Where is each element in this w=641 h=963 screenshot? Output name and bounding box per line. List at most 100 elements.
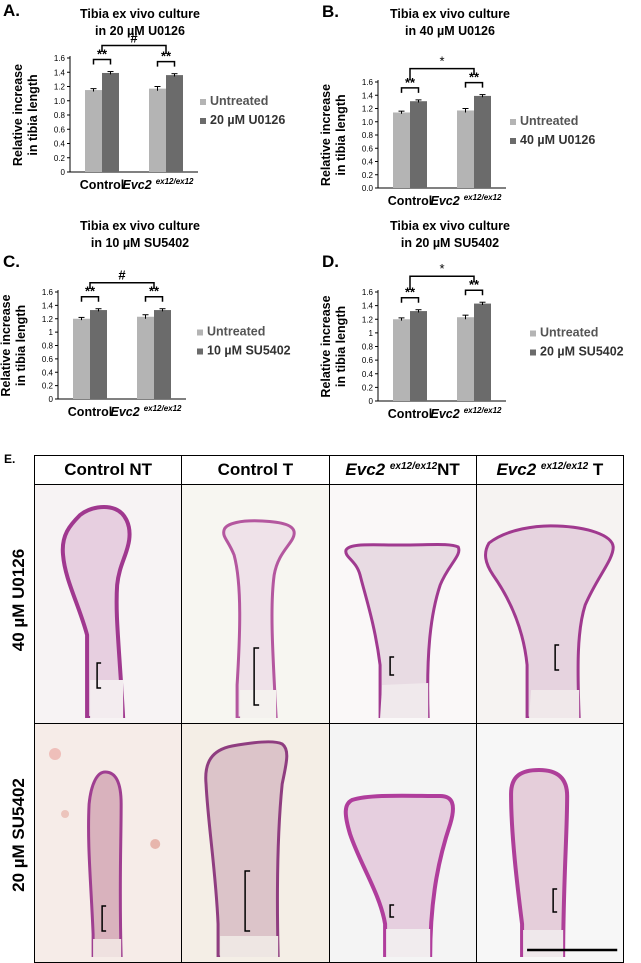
y-tick-label: 1.6 [54,54,66,63]
bar [457,317,474,401]
between-group-bracket [89,281,155,289]
y-tick-label: 0 [61,168,66,177]
histology-grid: 40 µM U0126 20 µM SU5402 Control NT Cont… [4,455,625,963]
panel-letter: D. [322,252,339,271]
bar [149,88,166,172]
chart-b: B. Tibia ex vivo culture in 40 µM U0126 Rel… [319,2,595,208]
bar [166,75,183,172]
panel-c: C. Tibia ex vivo culture in 10 µM SU5402 Re… [0,212,320,442]
bar [154,310,171,399]
between-group-label: # [118,268,126,283]
y-label-line-2: in tibia length [26,74,40,155]
bar [393,112,410,188]
y-tick-label: 1 [369,329,374,338]
micrograph-su5402-evc2-nt [328,723,477,963]
bar [474,95,491,188]
significance-bracket [80,295,100,302]
significance-label: ** [97,47,108,62]
chart-d: D. Tibia ex vivo culture in 20 µM SU5402 Re… [319,219,624,421]
significance-bracket [156,60,176,67]
micrograph-su5402-control-t [181,723,330,963]
chart-subtitle: in 20 µM SU5402 [401,236,499,250]
panel-e-letter: E. [4,452,16,466]
category-label: Control [388,194,432,208]
y-tick-label: 1.4 [42,301,54,310]
between-group-bracket [409,67,475,80]
y-tick-label: 1.4 [54,68,66,77]
legend-label: 20 µM U0126 [210,113,285,127]
bar [73,318,90,399]
chart-title: Tibia ex vivo culture [80,219,200,233]
bar [137,316,154,399]
y-tick-label: 0.0 [362,184,374,193]
y-tick-label: 1.6 [42,288,54,297]
y-axis-label: Relative increase in tibia length [319,295,348,397]
y-label-line-1: Relative increase [320,295,333,397]
y-label-line-1: Relative increase [0,294,13,396]
y-tick-label: 1.2 [362,105,374,114]
between-group-label: * [439,261,444,276]
y-tick-label: 0.6 [362,144,374,153]
micrograph-su5402-control-nt [33,723,183,963]
legend-label: 40 µM U0126 [520,133,595,147]
category-label: Control [80,178,124,192]
chart-title: Tibia ex vivo culture [390,219,510,233]
legend-label: Untreated [520,114,578,128]
y-tick-label: 0 [369,397,374,406]
row-label-1-text: 40 µM U0126 [9,548,28,652]
y-axis-label: Relative increase in tibia length [0,294,28,396]
significance-label: ** [469,277,480,292]
row-label-1: 40 µM U0126 [4,483,34,717]
y-axis-label: Relative increase in tibia length [11,64,40,166]
panel-b: B. Tibia ex vivo culture in 40 µM U0126 Rel… [319,0,641,222]
between-group-label: # [130,31,138,46]
significance-bracket [464,289,484,296]
chart-a: A. Tibia ex vivo culture in 20 µM U0126 Rel… [3,1,285,192]
significance-label: ** [469,70,480,85]
y-label-line-2: in tibia length [334,306,348,387]
y-label-line-2: in tibia length [334,94,348,175]
y-tick-label: 0.6 [54,125,66,134]
category-label: Control [388,407,432,421]
significance-bracket [400,296,420,303]
y-tick-label: 1.4 [362,91,374,100]
legend-swatch [200,118,206,124]
legend-swatch [510,138,516,144]
between-group-label: * [439,54,444,69]
y-label-line-1: Relative increase [11,64,25,166]
row-label-2-text: 20 µM SU5402 [9,777,28,892]
bar [102,72,119,172]
histology-table: Control NT Control T Evc2 ex12/ex12NT Ev… [33,455,625,963]
row-label-2: 20 µM SU5402 [4,717,34,952]
micrograph-u0126-evc2-t [475,484,625,724]
y-tick-label: 0.4 [362,158,374,167]
bar [474,303,491,401]
y-label-line-2: in tibia length [14,305,28,386]
y-tick-label: 1.0 [54,97,66,106]
column-header-3: Evc2 ex12/ex12NT [328,455,477,485]
significance-label: ** [405,285,416,300]
y-tick-label: 1.6 [362,78,374,87]
y-tick-label: 0.2 [362,383,374,392]
chart-subtitle: in 40 µM U0126 [405,24,495,38]
category-label: Evc2 ex12/ex12 [430,406,502,421]
micrograph-u0126-control-t [181,484,330,724]
y-tick-label: 1 [49,328,54,337]
panel-a: A. Tibia ex vivo culture in 20 µM U0126 Rel… [0,0,320,222]
y-tick-label: 0.8 [362,343,374,352]
y-tick-label: 0.2 [54,154,66,163]
y-tick-label: 0.4 [54,140,66,149]
micrograph-su5402-evc2-t [475,723,625,963]
between-group-bracket [409,275,475,290]
y-tick-label: 0.6 [362,356,374,365]
category-label: Evc2 ex12/ex12 [430,193,502,208]
y-tick-label: 0.6 [42,355,54,364]
y-tick-label: 0 [49,395,54,404]
panel-d: D. Tibia ex vivo culture in 20 µM SU5402 Re… [319,212,641,442]
category-label: Control [68,405,112,419]
bar [85,90,102,172]
y-tick-label: 1.2 [54,83,66,92]
bar [393,319,410,401]
significance-bracket [464,81,484,88]
significance-label: ** [405,75,416,90]
